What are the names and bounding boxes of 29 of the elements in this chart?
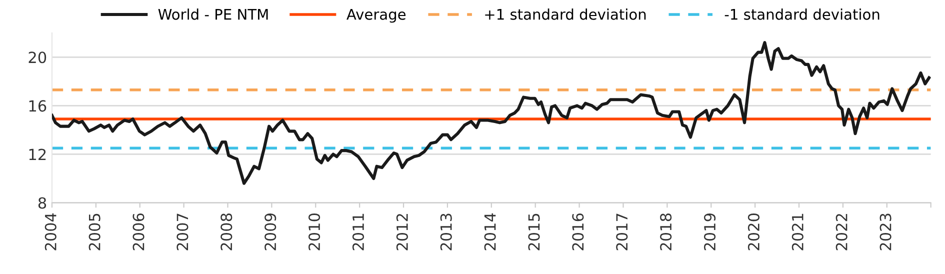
x-tick-label: 2019	[704, 214, 716, 250]
x-tick-label: 2018	[660, 214, 672, 250]
x-tick-label: 2014	[484, 213, 496, 250]
x-tick-label: 2023	[880, 214, 892, 250]
x-tick-label: 2011	[352, 214, 364, 250]
y-tick-label: 16	[29, 100, 46, 112]
x-tick-label: 2004	[44, 213, 56, 250]
y-tick-label: 12	[29, 148, 46, 160]
x-tick-label: 2013	[440, 214, 452, 250]
y-tick-label: 20	[28, 52, 46, 64]
x-tick-label: 2008	[220, 214, 232, 250]
legend-label: +1 standard deviation	[485, 8, 646, 20]
line-series	[52, 41, 931, 185]
x-tick-label: 2009	[264, 214, 276, 250]
x-tick-label: 2017	[616, 214, 628, 250]
x-tick-label: 2006	[132, 213, 144, 250]
x-tick-label: 2016	[572, 213, 584, 250]
legend-label: Average	[346, 9, 406, 23]
x-tick-label: 2012	[396, 214, 408, 250]
x-tick-label: 2007	[176, 214, 188, 250]
x-tick-label: 2021	[792, 214, 804, 250]
y-tick-label: 8	[38, 197, 46, 209]
legend-label: -1 standard deviation	[724, 8, 880, 20]
x-tick-label: 2015	[528, 214, 540, 250]
legend-label: World - PE NTM	[158, 8, 268, 20]
x-tick-label: 2020	[748, 214, 760, 250]
x-tick-label: 2005	[88, 214, 100, 250]
x-tick-label: 2010	[308, 214, 320, 250]
x-tick-label: 2022	[836, 214, 848, 250]
